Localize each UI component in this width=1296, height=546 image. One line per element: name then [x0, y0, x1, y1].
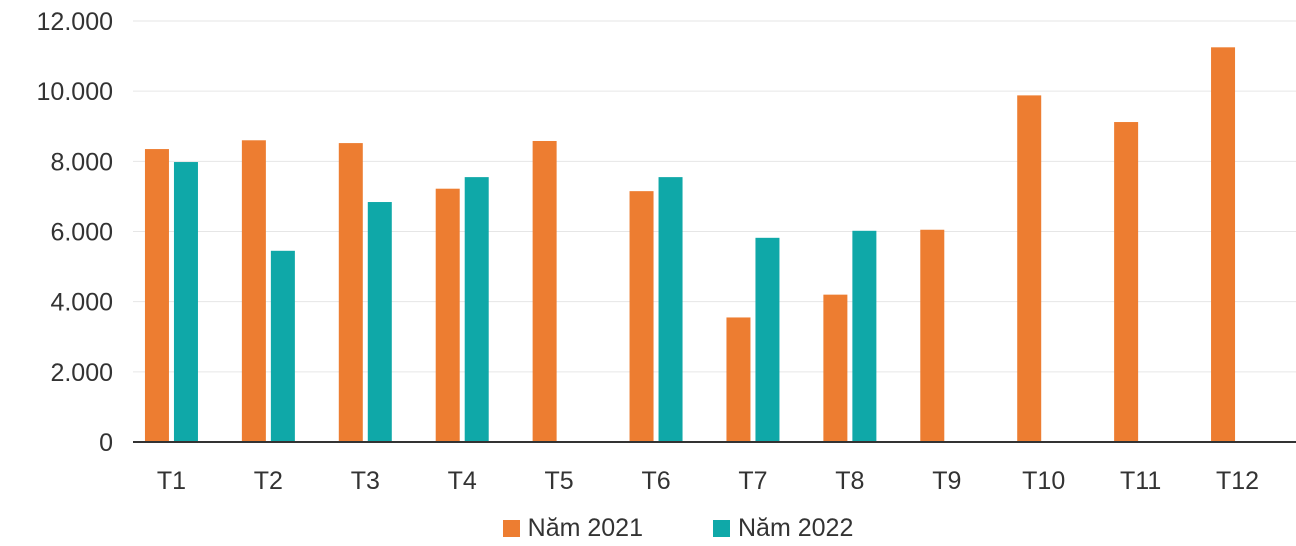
bars — [144, 47, 1236, 443]
x-tick-label: T11 — [1120, 467, 1161, 495]
bar-t7-series-1 — [726, 317, 751, 442]
bar-t6-series-2 — [658, 177, 683, 442]
bar-t5-series-1 — [532, 140, 557, 443]
legend-swatch-2021 — [502, 519, 520, 537]
y-tick-label: 0 — [99, 429, 113, 457]
bar-t6-series-1 — [629, 191, 654, 442]
legend: Năm 2021 Năm 2022 — [0, 511, 1296, 545]
x-tick-label: T5 — [545, 467, 574, 495]
x-tick-label: T4 — [448, 467, 477, 495]
bar-t8-series-1 — [823, 294, 848, 442]
legend-label-2022: Năm 2022 — [738, 513, 854, 542]
y-tick-label: 2.000 — [50, 359, 113, 387]
bar-t2-series-2 — [270, 250, 295, 442]
bar-t11-series-1 — [1114, 122, 1139, 442]
y-axis-ticks: 0 2.000 4.000 6.000 8.000 10.000 12.000 — [37, 8, 113, 457]
bar-t9-series-1 — [920, 229, 945, 442]
x-tick-label: T3 — [351, 467, 380, 495]
x-axis-ticks: T1 T2 T3 T4 T5 T6 T7 T8 T9 T10 T11 T12 — [157, 467, 1259, 495]
x-tick-label: T9 — [932, 467, 961, 495]
x-tick-label: T10 — [1022, 467, 1065, 495]
legend-item-2022: Năm 2022 — [713, 514, 853, 543]
y-tick-label: 12.000 — [37, 8, 113, 36]
y-tick-label: 4.000 — [50, 289, 113, 317]
bar-t2-series-1 — [241, 140, 266, 443]
y-tick-label: 8.000 — [50, 148, 113, 176]
x-tick-label: T12 — [1216, 467, 1259, 495]
bar-t4-series-2 — [464, 177, 489, 442]
x-tick-label: T7 — [738, 467, 767, 495]
bar-t3-series-2 — [367, 202, 392, 442]
bar-t7-series-2 — [755, 237, 780, 442]
gridlines — [133, 20, 1296, 373]
bar-t3-series-1 — [338, 143, 363, 442]
bar-t10-series-1 — [1017, 95, 1042, 443]
bar-t1-series-1 — [144, 149, 169, 442]
bar-t4-series-1 — [435, 188, 460, 442]
x-tick-label: T6 — [641, 467, 670, 495]
y-tick-label: 10.000 — [37, 78, 113, 106]
y-tick-label: 6.000 — [50, 219, 113, 247]
bar-t8-series-2 — [852, 230, 877, 442]
x-tick-label: T8 — [835, 467, 864, 495]
legend-label-2021: Năm 2021 — [527, 513, 643, 542]
bar-t12-series-1 — [1211, 47, 1236, 442]
x-tick-label: T2 — [254, 467, 283, 495]
legend-swatch-2022 — [713, 519, 730, 537]
legend-item-2021: Năm 2021 — [443, 514, 643, 543]
x-tick-label: T1 — [157, 467, 186, 495]
bar-t1-series-2 — [173, 162, 198, 442]
